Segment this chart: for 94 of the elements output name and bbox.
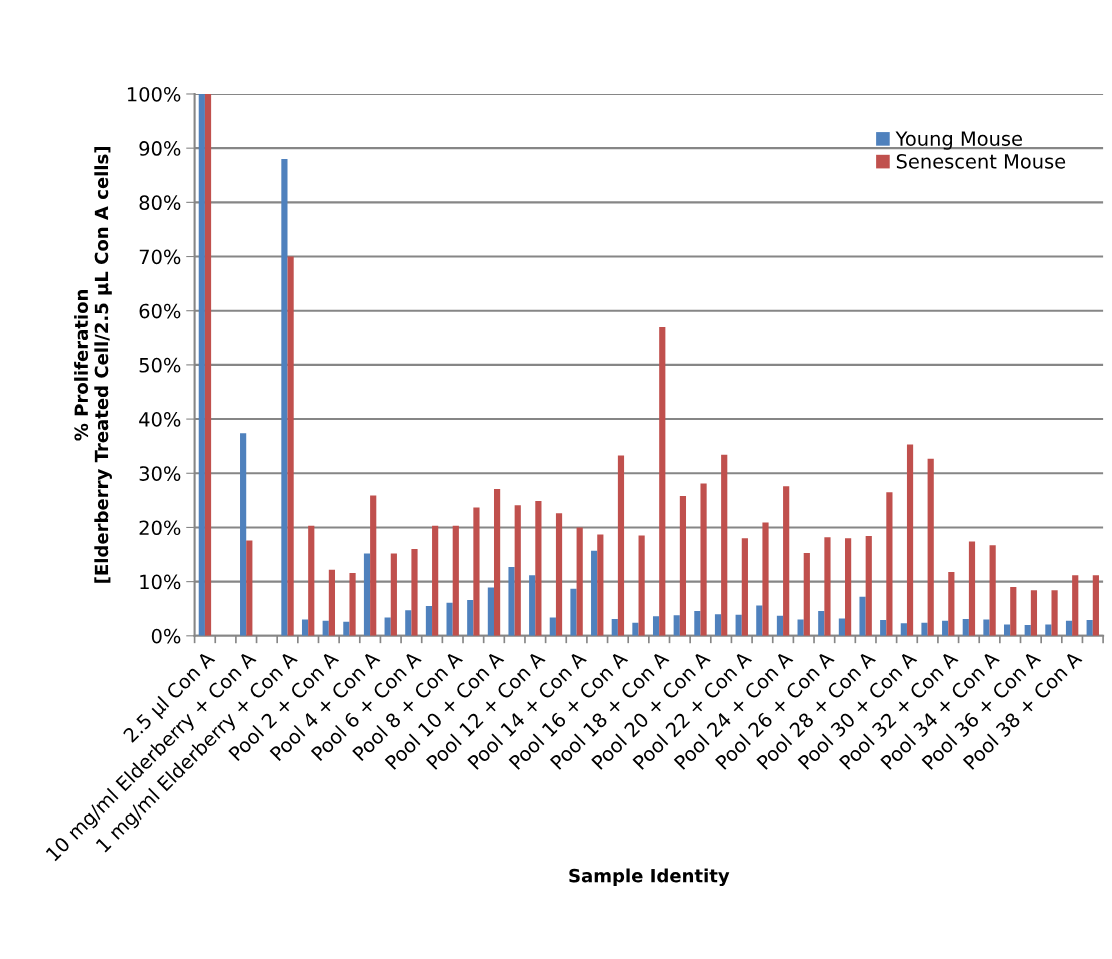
bar bbox=[411, 549, 418, 636]
x-axis-title: Sample Identity bbox=[569, 868, 730, 887]
bar bbox=[597, 534, 604, 636]
bar bbox=[349, 572, 356, 636]
y-tick-label: 60% bbox=[139, 303, 181, 319]
bar bbox=[865, 536, 872, 636]
bar bbox=[384, 617, 391, 636]
bar bbox=[1030, 590, 1038, 636]
bar bbox=[880, 620, 887, 636]
bar bbox=[535, 500, 542, 636]
bar bbox=[198, 93, 205, 636]
bar bbox=[776, 615, 784, 636]
bar bbox=[591, 550, 598, 636]
bar bbox=[962, 619, 969, 636]
y-tick-label: 100% bbox=[127, 86, 181, 102]
y-tick-label: 70% bbox=[139, 249, 181, 265]
bar bbox=[363, 553, 371, 636]
bar bbox=[617, 455, 625, 636]
y-tick-label: 40% bbox=[139, 412, 181, 427]
bar bbox=[204, 93, 212, 636]
bar bbox=[287, 256, 294, 636]
bar bbox=[1086, 620, 1093, 636]
bar bbox=[1072, 575, 1079, 636]
bar bbox=[611, 619, 618, 636]
bar bbox=[927, 458, 934, 636]
y-tick-label: 50% bbox=[139, 357, 181, 373]
bar bbox=[673, 615, 680, 636]
bar bbox=[859, 596, 866, 636]
bar bbox=[529, 575, 536, 636]
bar bbox=[240, 433, 247, 636]
y-axis-title: % Proliferation [Elderberry Treated Cell/2.5 µL Con A cells] bbox=[74, 147, 112, 583]
bar bbox=[824, 537, 831, 636]
y-tick-label: 10% bbox=[140, 574, 181, 590]
y-tick-label: 30% bbox=[139, 466, 181, 481]
bar bbox=[328, 569, 336, 636]
bar bbox=[1010, 587, 1017, 636]
bar bbox=[1092, 575, 1099, 636]
bar bbox=[549, 617, 556, 636]
bar bbox=[783, 486, 790, 636]
bar bbox=[983, 619, 990, 636]
bar bbox=[638, 535, 645, 636]
bar bbox=[803, 552, 810, 636]
y-tick-label: 80% bbox=[139, 195, 181, 211]
bar bbox=[370, 495, 377, 636]
bar bbox=[467, 600, 474, 636]
bar bbox=[652, 616, 660, 636]
bar bbox=[818, 610, 825, 636]
bar bbox=[425, 606, 433, 636]
bar bbox=[886, 492, 893, 636]
bar bbox=[1024, 624, 1031, 636]
bar bbox=[555, 513, 563, 636]
bar bbox=[838, 618, 846, 636]
bar bbox=[762, 522, 769, 636]
bar bbox=[659, 326, 666, 636]
bar bbox=[246, 540, 253, 636]
bar bbox=[405, 610, 412, 636]
bar bbox=[1045, 624, 1052, 636]
bar bbox=[308, 525, 315, 636]
bar bbox=[741, 538, 748, 636]
bar bbox=[694, 610, 701, 636]
bar bbox=[989, 545, 996, 636]
bar bbox=[756, 605, 763, 636]
bar bbox=[1003, 624, 1011, 636]
bar bbox=[452, 525, 459, 636]
bar bbox=[714, 614, 722, 636]
bar bbox=[721, 454, 728, 636]
bar bbox=[432, 525, 439, 636]
bar bbox=[493, 488, 501, 636]
bar bbox=[390, 553, 397, 636]
legend-label: Senescent Mouse bbox=[896, 153, 1066, 169]
bar bbox=[446, 602, 453, 636]
bar bbox=[343, 621, 350, 636]
bar bbox=[514, 505, 521, 636]
bar bbox=[570, 588, 577, 636]
bar bbox=[900, 623, 907, 636]
bar bbox=[281, 159, 288, 636]
bar bbox=[948, 571, 955, 636]
y-tick-label: 0% bbox=[151, 628, 181, 644]
bar bbox=[508, 567, 515, 636]
bar bbox=[906, 444, 914, 636]
bar bbox=[845, 538, 852, 636]
bar bbox=[473, 507, 480, 636]
bar bbox=[735, 614, 742, 636]
bar bbox=[968, 541, 976, 636]
y-tick-label: 20% bbox=[139, 520, 181, 536]
bar bbox=[679, 496, 687, 636]
y-tick-label: 90% bbox=[139, 141, 181, 156]
legend-label: Young Mouse bbox=[895, 131, 1022, 150]
bar bbox=[632, 622, 639, 636]
bar bbox=[487, 587, 494, 636]
bar bbox=[1051, 590, 1058, 636]
bar bbox=[576, 527, 583, 636]
bar bbox=[921, 622, 928, 636]
bar bbox=[700, 483, 707, 636]
